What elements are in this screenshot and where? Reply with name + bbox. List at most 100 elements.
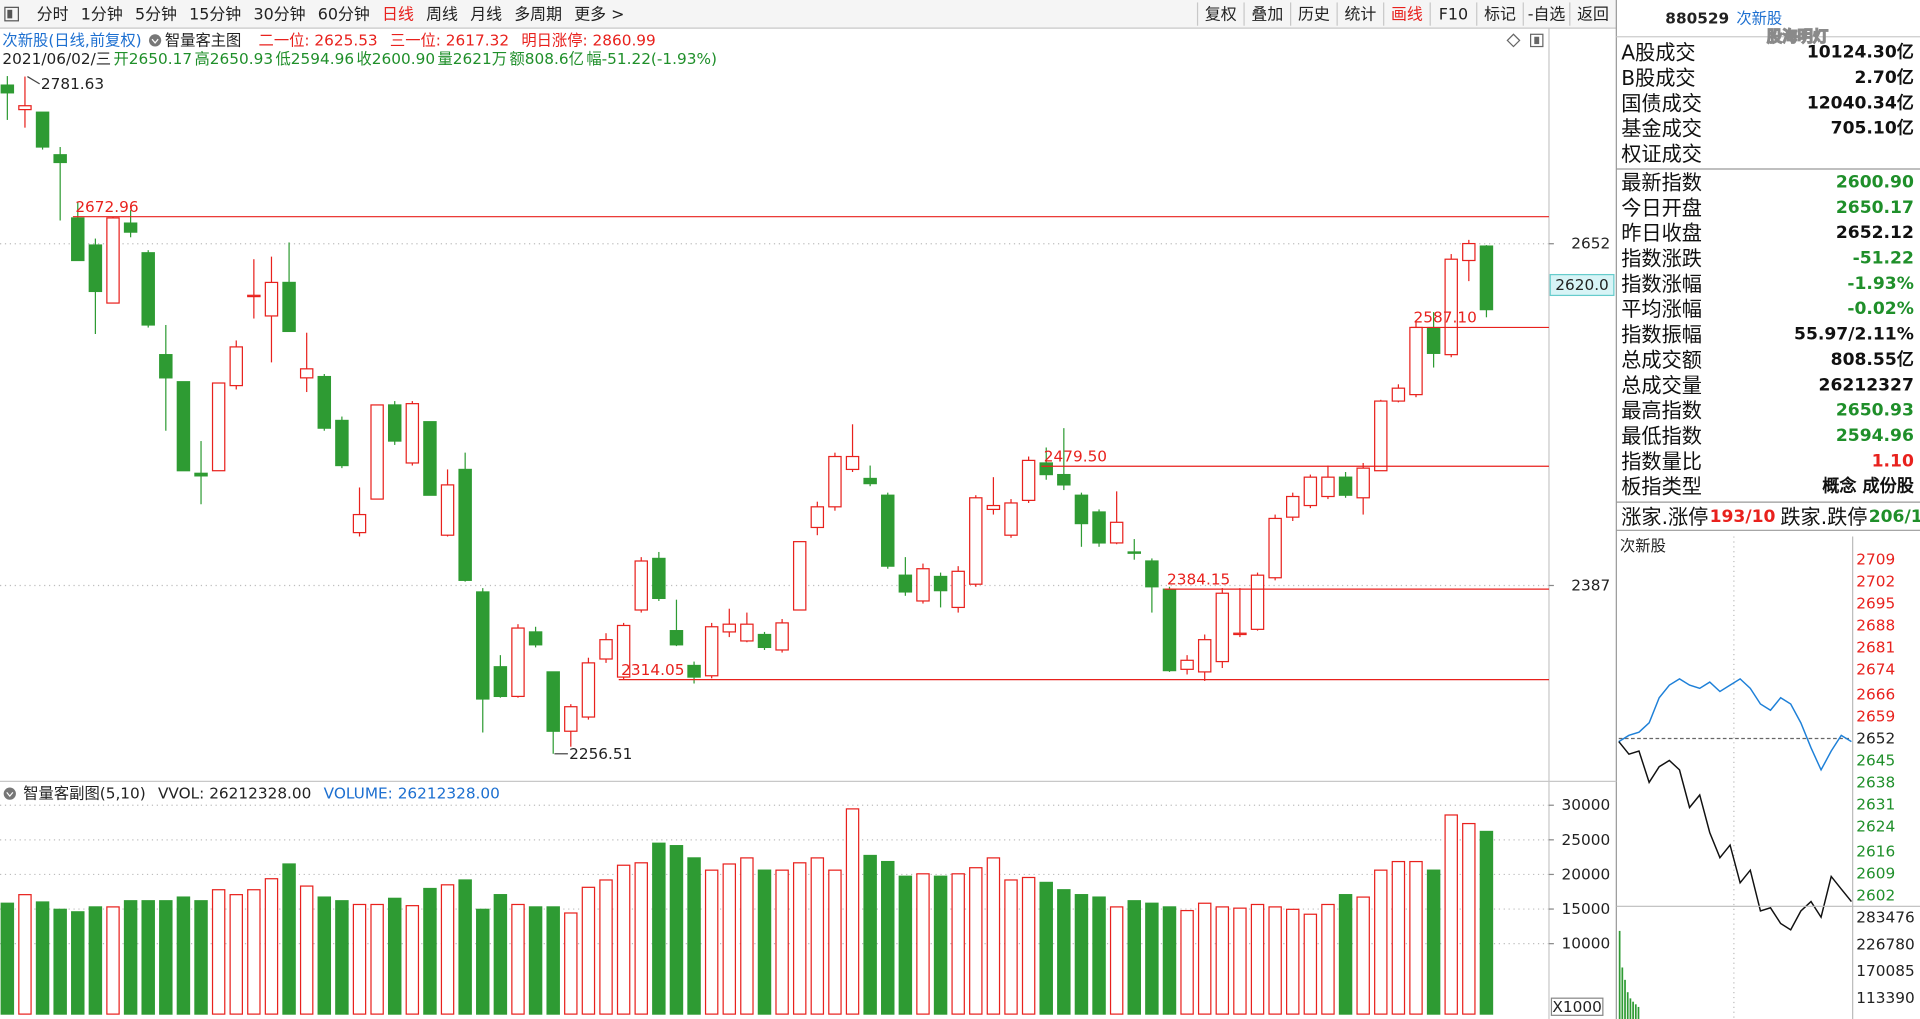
tool-button[interactable]: 画线 xyxy=(1391,5,1423,24)
candle-body xyxy=(141,252,155,326)
volume-bar xyxy=(581,886,596,1015)
mini-y-tick-label: 2688 xyxy=(1856,617,1895,635)
bar-info: 收2600.90 xyxy=(357,50,436,68)
volume-bar xyxy=(88,906,103,1015)
volume-bar xyxy=(71,911,85,1015)
volume-bar xyxy=(53,908,67,1015)
stat-value: 55.97/2.11% xyxy=(1794,325,1914,345)
candle-body xyxy=(159,354,173,379)
period-tab[interactable]: 30分钟 xyxy=(253,5,305,24)
stat-value: 2594.96 xyxy=(1836,426,1914,446)
tool-button[interactable]: 标记 xyxy=(1484,5,1516,24)
candle-body xyxy=(916,568,930,602)
volume-bar xyxy=(229,894,243,1015)
volume-bar xyxy=(405,905,420,1015)
candle-body xyxy=(599,639,613,660)
candle-body xyxy=(564,706,578,732)
tool-button[interactable]: F10 xyxy=(1439,5,1468,24)
tool-button[interactable]: 返回 xyxy=(1577,5,1609,24)
period-tab[interactable]: 月线 xyxy=(470,5,502,24)
candle-body xyxy=(1145,560,1159,588)
candle-body xyxy=(35,111,50,148)
volume-legend: VOLUME: 26212328.00 xyxy=(324,785,500,803)
volume-bar xyxy=(986,857,1001,1015)
volume-bar xyxy=(1145,902,1159,1015)
candle-body xyxy=(317,375,332,429)
mini-line xyxy=(1618,741,1852,931)
volume-legend: 智量客副图(5,10) xyxy=(23,785,145,803)
period-tab[interactable]: 15分钟 xyxy=(189,5,241,24)
stat-label: 基金成交 xyxy=(1621,117,1702,141)
candle-body xyxy=(687,664,701,678)
security-code: 880529 xyxy=(1665,9,1729,27)
indicator-legend: 二一位: 2625.53 xyxy=(259,31,378,49)
candle-body xyxy=(1303,476,1318,507)
candle-body xyxy=(986,504,1001,511)
candle-body xyxy=(511,627,525,698)
volume-bar xyxy=(1021,876,1036,1015)
candle-body xyxy=(476,591,490,700)
period-tab[interactable]: 60分钟 xyxy=(318,5,370,24)
candle-body xyxy=(669,630,684,646)
volume-bar xyxy=(652,842,666,1015)
volume-bar xyxy=(757,869,772,1015)
tool-button[interactable]: 叠加 xyxy=(1251,5,1283,24)
volume-bar xyxy=(176,896,191,1015)
candle-body xyxy=(898,574,913,593)
volume-bar xyxy=(387,897,402,1015)
stat-label: 指数振幅 xyxy=(1621,323,1702,347)
tool-button[interactable]: 复权 xyxy=(1205,5,1237,24)
period-tab[interactable]: 多周期 xyxy=(514,5,562,24)
tool-button[interactable]: 历史 xyxy=(1298,5,1330,24)
stat-value: 2650.17 xyxy=(1836,198,1914,218)
level-label: 2314.05 xyxy=(621,661,684,679)
stat-label: 国债成交 xyxy=(1621,91,1702,115)
volume-bar xyxy=(1039,881,1053,1015)
volume-bar xyxy=(335,900,349,1015)
period-tab[interactable]: 分时 xyxy=(37,5,69,24)
volume-bar xyxy=(1426,869,1441,1015)
candle-body xyxy=(792,541,807,611)
tool-button[interactable]: -自选 xyxy=(1528,5,1566,24)
breadth-value: 206/1 xyxy=(1869,507,1920,527)
mini-y-tick-label: 2631 xyxy=(1856,795,1895,813)
level-label: 2672.96 xyxy=(75,198,138,216)
period-tab[interactable]: 周线 xyxy=(426,5,458,24)
draw-icon[interactable] xyxy=(1506,33,1521,48)
stat-label: 权证成交 xyxy=(1621,142,1702,166)
volume-bar xyxy=(1462,822,1476,1015)
mini-y-tick-label: 2602 xyxy=(1856,886,1895,904)
period-tab[interactable]: 5分钟 xyxy=(135,5,177,24)
candle-body xyxy=(1391,387,1406,402)
volume-bar xyxy=(1109,906,1124,1015)
volume-bar xyxy=(845,808,860,1015)
candle-body xyxy=(1444,258,1458,356)
y-tick-label: 2652 xyxy=(1571,235,1610,253)
volume-bar xyxy=(546,906,560,1015)
bar-info: 幅-51.22(-1.93%) xyxy=(586,50,717,68)
candle-body xyxy=(335,419,349,467)
candle-body xyxy=(405,403,420,464)
stat-label: 板指类型 xyxy=(1621,475,1702,499)
unit-box xyxy=(1550,997,1604,1016)
menu-icon[interactable] xyxy=(4,6,19,22)
volume-bar xyxy=(599,879,613,1015)
period-tab[interactable]: 更多 > xyxy=(574,5,624,24)
stat-value: -1.93% xyxy=(1847,274,1914,294)
candle-body xyxy=(370,404,384,500)
stat-value: 2652.12 xyxy=(1836,223,1914,243)
extreme-label: 2256.51 xyxy=(569,745,632,763)
candle-body xyxy=(53,154,67,164)
window-icon[interactable] xyxy=(1530,33,1544,48)
stat-value: 12040.34亿 xyxy=(1807,92,1914,113)
mini-volume-bar xyxy=(1618,930,1621,1019)
volume-bar xyxy=(1197,902,1212,1015)
period-tab[interactable]: 1分钟 xyxy=(81,5,123,24)
volume-bar xyxy=(1409,860,1423,1015)
unit-label: X1000 xyxy=(1552,998,1601,1016)
mini-y-tick-label: 2616 xyxy=(1856,842,1895,860)
candle-body xyxy=(194,472,208,477)
tool-button[interactable]: 统计 xyxy=(1344,5,1376,24)
period-tab[interactable]: 日线 xyxy=(382,5,414,24)
